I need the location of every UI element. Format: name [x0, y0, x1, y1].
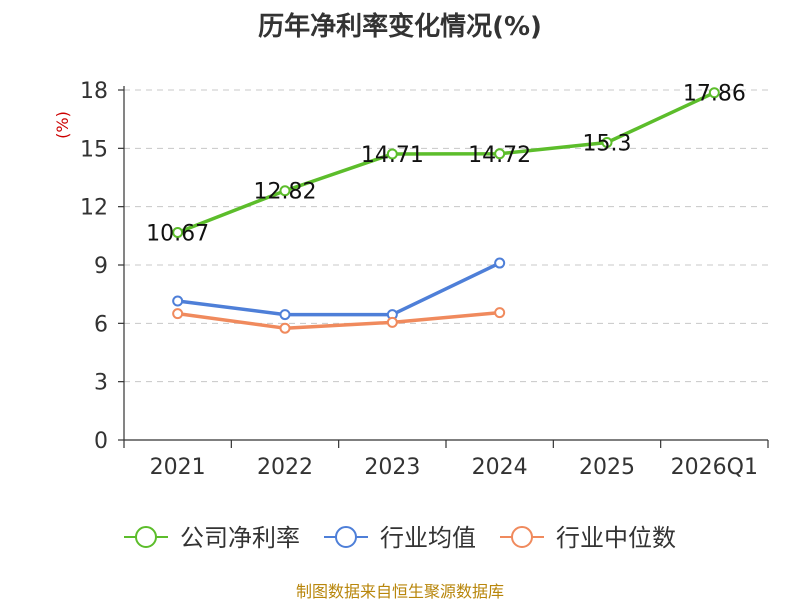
data-point [494, 148, 506, 160]
x-tick-label: 2026Q1 [671, 455, 758, 480]
data-point [386, 148, 398, 160]
data-point [386, 316, 398, 328]
data-label: 17.86 [683, 82, 746, 107]
data-point [172, 308, 184, 320]
y-tick-label: 6 [94, 312, 108, 337]
y-tick-label: 15 [80, 137, 108, 162]
data-label: 14.71 [361, 143, 424, 168]
legend-label: 行业均值 [380, 524, 476, 552]
chart-title: 历年净利率变化情况(%) [258, 12, 542, 42]
y-tick-label: 0 [94, 429, 108, 454]
legend-marker [511, 526, 533, 548]
data-point [279, 309, 291, 321]
legend-marker [335, 526, 357, 548]
x-tick-label: 2023 [364, 455, 420, 480]
x-tick-label: 2022 [257, 455, 313, 480]
y-tick-label: 9 [94, 254, 108, 279]
y-tick-label: 12 [80, 196, 108, 221]
data-point [172, 295, 184, 307]
data-label: 10.67 [146, 222, 209, 247]
source-note: 制图数据来自恒生聚源数据库 [295, 582, 504, 601]
data-point [708, 87, 720, 99]
data-point [279, 185, 291, 197]
x-tick-label: 2025 [579, 455, 635, 480]
y-tick-label: 18 [80, 79, 108, 104]
series-line-2 [177, 310, 500, 330]
legend-marker [135, 526, 157, 548]
series-line-1 [177, 261, 501, 317]
data-label: 12.82 [254, 180, 317, 205]
data-point [494, 307, 506, 319]
data-label: 14.72 [468, 143, 531, 168]
data-point [279, 322, 291, 334]
legend-label: 公司净利率 [180, 524, 300, 552]
data-point [494, 257, 506, 269]
y-tick-label: 3 [94, 371, 108, 396]
legend-label: 行业中位数 [556, 524, 676, 552]
y-axis-label: (%) [53, 111, 72, 139]
series-line-0 [177, 91, 716, 235]
data-point [172, 227, 184, 239]
data-label: 15.3 [583, 132, 632, 157]
data-point [601, 137, 613, 148]
x-tick-label: 2021 [150, 455, 206, 480]
x-tick-label: 2024 [472, 455, 528, 480]
